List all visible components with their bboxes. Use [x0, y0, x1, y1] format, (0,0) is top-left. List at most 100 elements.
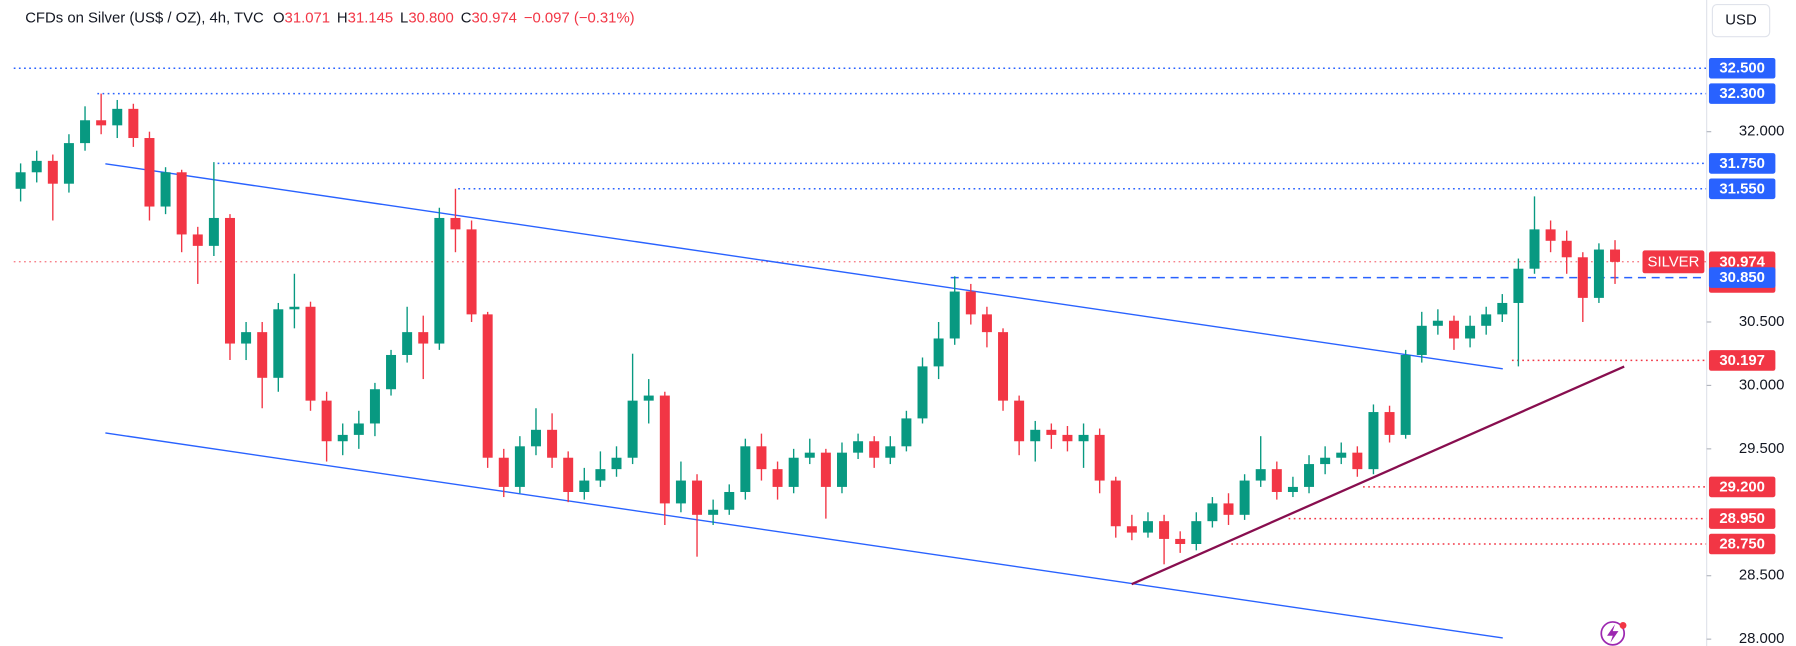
candle-body	[1513, 268, 1524, 303]
candle-body	[853, 441, 864, 453]
symbol-tag: SILVER	[1648, 254, 1700, 270]
candle-body	[1384, 412, 1395, 435]
price-label: 32.500	[1719, 61, 1765, 77]
candle-body	[998, 332, 1009, 401]
price-label: 28.950	[1719, 511, 1765, 527]
candle-body	[1110, 480, 1121, 527]
candle-body	[80, 120, 91, 144]
candle-body	[466, 229, 477, 315]
price-label: 30.850	[1719, 270, 1765, 286]
ohlc-value: 30.974	[471, 10, 517, 26]
symbol: CFDs on Silver (US$ / OZ), 4h, TVC	[25, 10, 264, 26]
candle-body	[224, 217, 235, 344]
ohlc-value: 30.800	[408, 10, 454, 26]
channel-top	[105, 163, 1503, 370]
candle-body	[611, 457, 622, 470]
candle-body	[869, 441, 880, 458]
candle-body	[450, 217, 461, 230]
y-tick-label: 28.500	[1739, 568, 1785, 584]
y-tick-label: 32.000	[1739, 124, 1785, 140]
candle-body	[208, 217, 219, 246]
candle-body	[1481, 314, 1492, 326]
ohlc-key: L	[400, 10, 408, 26]
candle-body	[675, 480, 686, 504]
channel-bottom	[105, 432, 1503, 639]
candle-body	[1465, 325, 1476, 339]
candle-body	[144, 138, 155, 207]
candle-body	[820, 452, 831, 487]
candle-body	[1400, 354, 1411, 435]
candle-body	[901, 418, 912, 447]
ohlc-key: H	[337, 10, 348, 26]
candle-body	[1497, 302, 1508, 315]
candle-body	[1529, 229, 1540, 269]
price-label-box	[1708, 508, 1776, 529]
alert-icon[interactable]	[1600, 621, 1627, 646]
candle-body	[289, 306, 300, 310]
candle-body	[1255, 469, 1266, 481]
level-lines	[13, 67, 1707, 545]
candle-body	[692, 480, 703, 515]
candle-body	[1046, 429, 1057, 435]
price-label-box	[1708, 57, 1776, 79]
ohlc-value: 31.145	[348, 10, 394, 26]
candle-body	[1368, 412, 1379, 470]
candle-body	[418, 332, 429, 344]
candle-body	[31, 160, 42, 173]
candle-body	[804, 452, 815, 458]
ohlc-key: O	[273, 10, 285, 26]
candle-body	[63, 143, 74, 184]
header: CFDs on Silver (US$ / OZ), 4h, TVC O31.07…	[25, 10, 634, 26]
price-label: 28.750	[1719, 537, 1765, 553]
candle-body	[1336, 452, 1347, 458]
candle-body	[321, 400, 332, 442]
candle-body	[1223, 503, 1234, 515]
candle-body	[1207, 503, 1218, 522]
candles	[15, 93, 1621, 565]
candle-body	[1610, 249, 1621, 262]
candle-body	[1561, 240, 1572, 258]
candle-body	[933, 338, 944, 367]
candle-body	[1142, 521, 1153, 533]
candle-body	[369, 389, 380, 424]
candle-body	[579, 480, 590, 492]
candle-body	[708, 509, 719, 515]
candle-body	[305, 306, 316, 401]
candle-body	[1416, 325, 1427, 355]
y-tick-label: 29.500	[1739, 441, 1785, 457]
price-label-box	[1708, 476, 1776, 498]
price-label-box	[1708, 83, 1776, 104]
candle-body	[96, 120, 107, 126]
price-label-box	[1708, 153, 1776, 174]
candle-body	[1593, 249, 1604, 298]
candle-body	[772, 469, 783, 487]
price-label: 31.750	[1719, 156, 1765, 172]
candle-body	[724, 491, 735, 510]
price-label: 30.197	[1719, 353, 1765, 369]
candle-body	[386, 354, 397, 390]
candle-body	[1014, 400, 1025, 442]
candle-body	[1126, 526, 1137, 533]
candle-body	[530, 429, 541, 447]
candle-body	[1159, 521, 1170, 539]
currency-button[interactable]	[1711, 4, 1771, 38]
candle-body	[257, 332, 268, 378]
candle-body	[547, 429, 558, 458]
candle-body	[160, 172, 171, 207]
candle-body	[627, 400, 638, 458]
candle-body	[15, 172, 26, 189]
candle-body	[514, 446, 525, 487]
ohlc-value: 31.071	[285, 10, 331, 26]
candle-body	[949, 291, 960, 339]
candle-body	[434, 217, 445, 344]
candle-body	[482, 314, 493, 458]
ohlc-key: C	[461, 10, 472, 26]
change: −0.097 (−0.31%)	[524, 10, 635, 26]
candle-body	[563, 457, 574, 492]
candle-body	[128, 108, 139, 139]
y-tick-label: 28.000	[1739, 631, 1785, 646]
price-label: 30.974	[1719, 254, 1765, 270]
symbol-tag-box	[1642, 250, 1705, 274]
